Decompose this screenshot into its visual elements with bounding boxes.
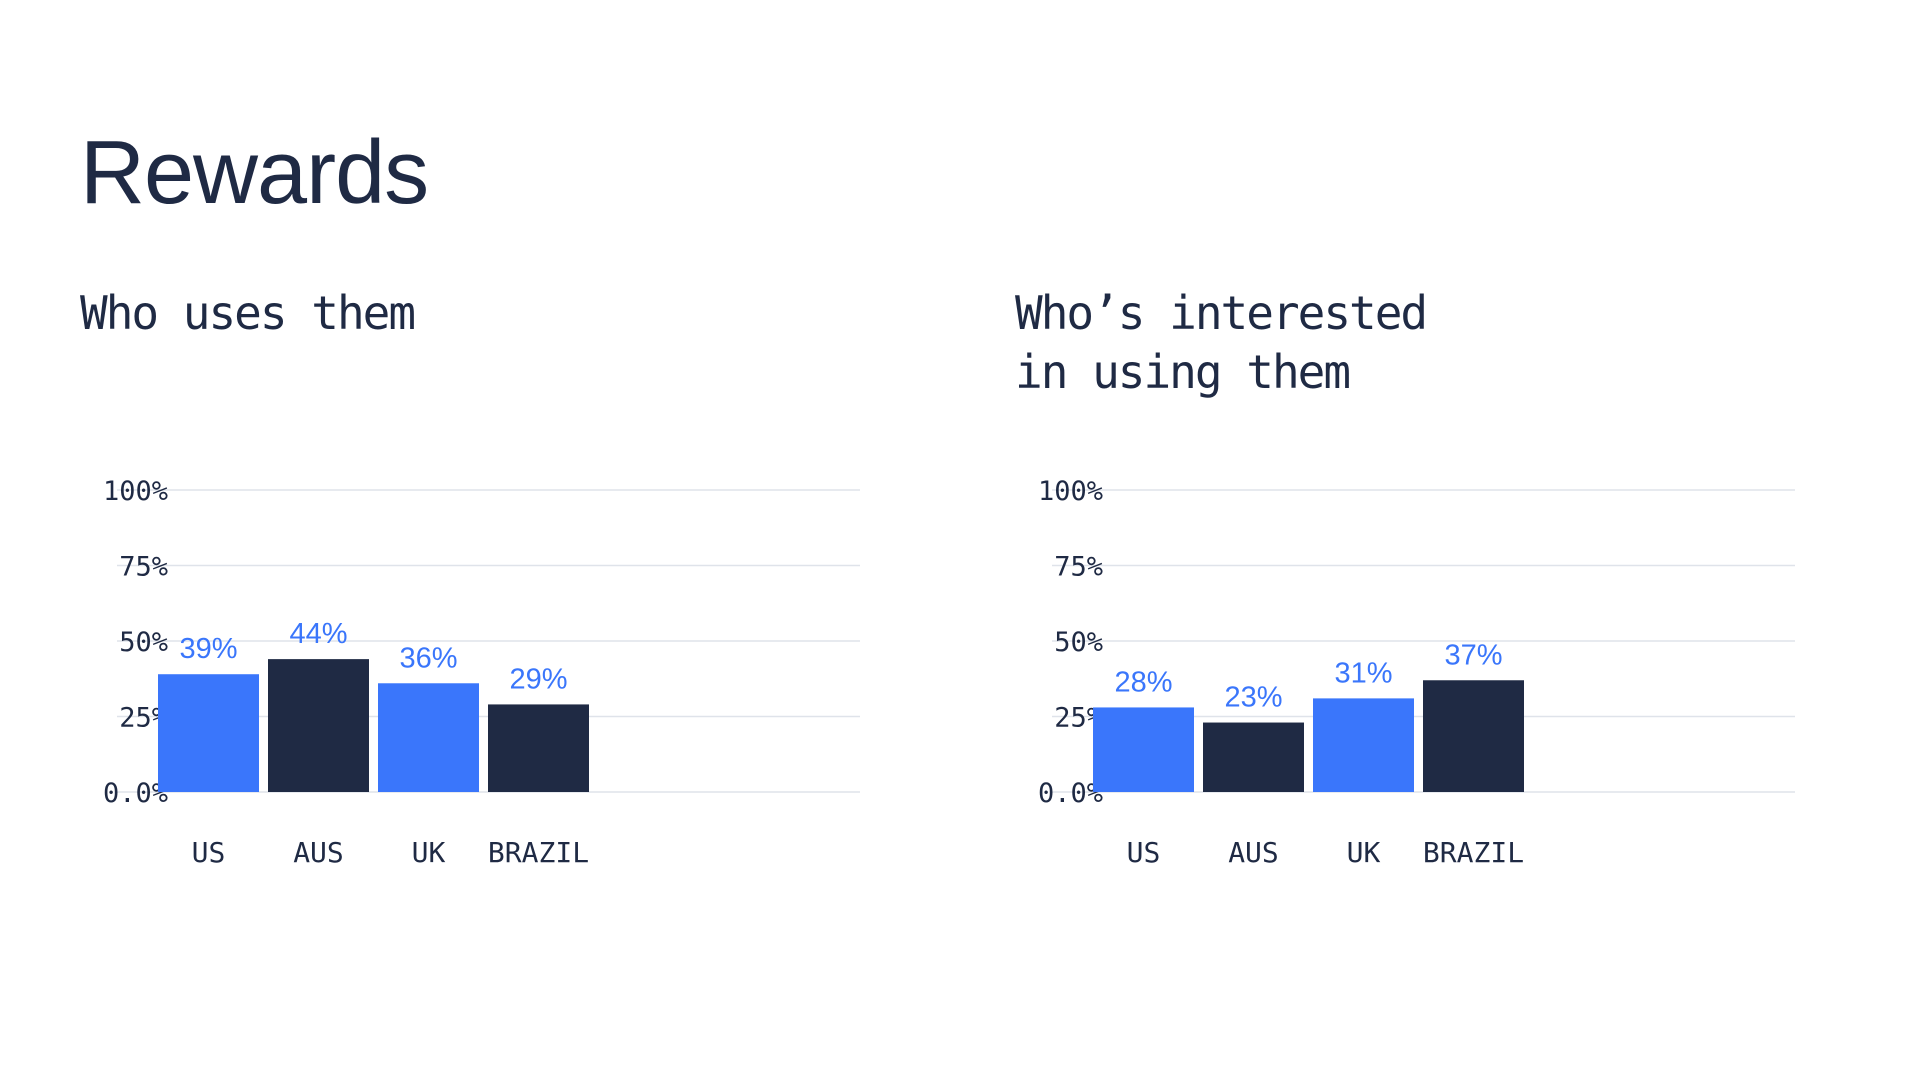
data-label: 39%	[179, 633, 237, 665]
bar-us	[1093, 707, 1194, 792]
bar-us	[158, 674, 259, 792]
data-label: 37%	[1444, 639, 1502, 671]
x-category-label: US	[1127, 836, 1161, 869]
data-label: 28%	[1114, 666, 1172, 698]
x-category-label: UK	[1347, 836, 1381, 869]
bar-chart: 0.0%25%50%75%100%39%US44%AUS36%UK29%BRAZ…	[103, 476, 860, 869]
chart-title: Who’s interested in using them	[1015, 286, 1428, 399]
x-category-label: BRAZIL	[488, 836, 589, 869]
bar-brazil	[488, 704, 589, 792]
y-tick-label: 50%	[1054, 627, 1103, 658]
x-category-label: BRAZIL	[1423, 836, 1524, 869]
chart-who-uses-them: Who uses them 0.0% 25% 50% 75% 100% 39% US 44% A…	[0, 0, 900, 1080]
data-label: 29%	[509, 663, 567, 695]
data-label: 36%	[399, 642, 457, 674]
data-label: 44%	[289, 618, 347, 650]
chart-title: Who uses them	[80, 286, 416, 340]
chart-whos-interested: Who’s interested in using them 0.0% 25% 50…	[935, 0, 1835, 1080]
page-title: Rewards	[80, 123, 429, 223]
y-tick-label: 0.0%	[103, 778, 168, 809]
bar-uk	[378, 683, 479, 792]
x-category-label: AUS	[293, 836, 344, 869]
y-tick-label: 75%	[1054, 552, 1103, 583]
bar-chart: 0.0%25%50%75%100%28%US23%AUS31%UK37%BRAZ…	[1038, 476, 1795, 869]
x-category-label: US	[192, 836, 226, 869]
y-tick-label: 0.0%	[1038, 778, 1103, 809]
bar-aus	[268, 659, 369, 792]
x-category-label: UK	[412, 836, 446, 869]
x-category-label: AUS	[1228, 836, 1279, 869]
data-label: 31%	[1334, 657, 1392, 689]
y-tick-label: 100%	[1038, 476, 1103, 507]
y-tick-label: 75%	[119, 552, 168, 583]
y-tick-label: 100%	[103, 476, 168, 507]
bar-uk	[1313, 698, 1414, 792]
bar-brazil	[1423, 680, 1524, 792]
y-tick-label: 50%	[119, 627, 168, 658]
data-label: 23%	[1224, 682, 1282, 714]
bar-aus	[1203, 722, 1304, 792]
